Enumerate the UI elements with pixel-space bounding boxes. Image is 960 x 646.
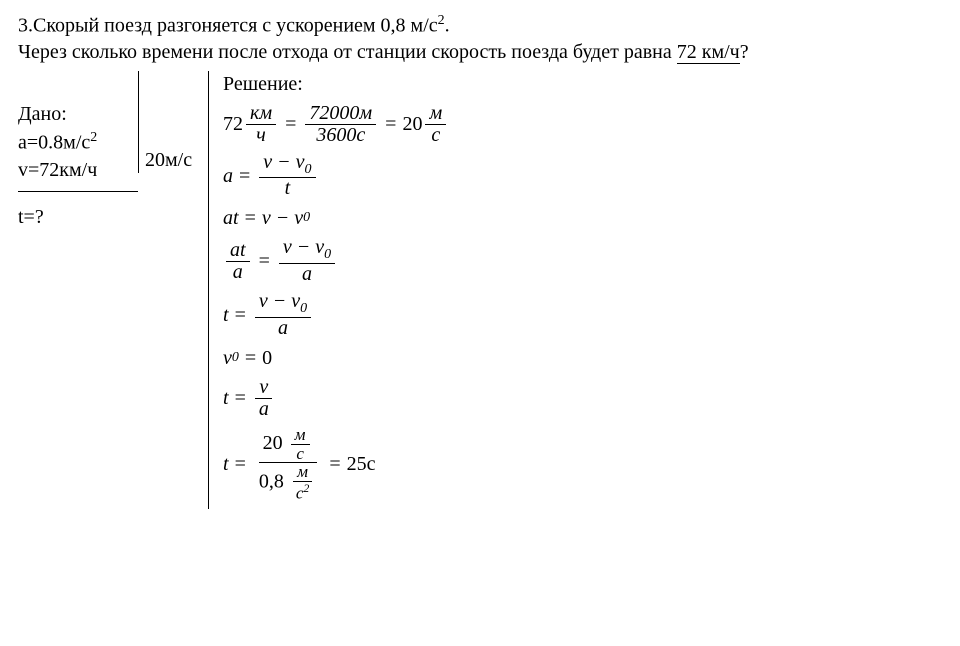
l2-eq: = bbox=[239, 163, 250, 189]
sup-2: 2 bbox=[438, 13, 445, 28]
l4-eq: = bbox=[259, 248, 270, 274]
l1-72: 72 bbox=[223, 111, 243, 137]
l6-v: v bbox=[223, 345, 232, 371]
l5-sub: 0 bbox=[300, 301, 307, 316]
speed-underlined: 72 км/ч bbox=[677, 41, 740, 64]
l3-at: at bbox=[223, 205, 239, 231]
l1-eq2: = bbox=[385, 111, 396, 137]
given-a-sup: 2 bbox=[90, 130, 97, 145]
l8-20: 20 bbox=[263, 432, 283, 454]
l8-eq: = bbox=[235, 451, 246, 477]
l2-sub: 0 bbox=[305, 162, 312, 177]
l8-eq2: = bbox=[329, 451, 340, 477]
problem-number: 3. bbox=[18, 15, 33, 37]
eq-6: v0 = 0 bbox=[223, 345, 449, 371]
l6-eq: = bbox=[245, 345, 256, 371]
given-label: Дано: bbox=[18, 101, 138, 127]
problem-line2: Через сколько времени после отхода от ст… bbox=[18, 41, 677, 63]
l2-num: v − v bbox=[263, 151, 304, 173]
l1-20: 20 bbox=[402, 111, 422, 137]
l7-eq: = bbox=[235, 385, 246, 411]
given-a-text: а=0.8м/с bbox=[18, 131, 90, 153]
l8-dsup: 2 bbox=[303, 481, 309, 495]
solution-label: Решение: bbox=[223, 71, 449, 97]
eq-8: t = 20 мс 0,8 мс2 = 25с bbox=[223, 426, 449, 503]
given-v: v=72км/ч bbox=[18, 157, 138, 183]
l6-0: 0 bbox=[262, 345, 272, 371]
given-find: t=? bbox=[18, 204, 138, 230]
l1-km: км bbox=[246, 103, 276, 125]
l4-ln: at bbox=[226, 240, 250, 262]
period: . bbox=[445, 15, 450, 37]
l8-ns: с bbox=[292, 445, 308, 463]
l8-ans: 25с bbox=[347, 451, 376, 477]
l8-dm: м bbox=[293, 463, 312, 482]
qmark: ? bbox=[740, 41, 749, 63]
given-a: а=0.8м/с2 bbox=[18, 129, 138, 156]
l8-08: 0,8 bbox=[259, 471, 284, 493]
eq-3: at = v − v0 bbox=[223, 205, 449, 231]
main-layout: Дано: а=0.8м/с2 v=72км/ч t=? 20м/с Решен… bbox=[18, 71, 942, 509]
eq-5: t = v − v0 a bbox=[223, 291, 449, 339]
si-column: 20м/с bbox=[138, 71, 208, 173]
l3-rhs: v − v bbox=[262, 205, 303, 231]
l5-den: a bbox=[274, 318, 292, 339]
given-column: Дано: а=0.8м/с2 v=72км/ч t=? bbox=[18, 71, 138, 231]
l6-sub: 0 bbox=[232, 349, 239, 367]
problem-statement: 3.Скорый поезд разгоняется с ускорением … bbox=[18, 12, 942, 65]
l4-rn: v − v bbox=[283, 236, 324, 258]
l1-m: м bbox=[425, 103, 446, 125]
solution-column: Решение: 72 кмч = 72000м3600с = 20 мс a … bbox=[208, 71, 449, 509]
l2-a: a bbox=[223, 163, 233, 189]
si-value: 20м/с bbox=[145, 147, 208, 173]
l1-eq1: = bbox=[285, 111, 296, 137]
l7-den: a bbox=[255, 399, 273, 420]
l4-ld: a bbox=[229, 262, 247, 283]
l8-nm: м bbox=[291, 426, 310, 445]
l1-h: ч bbox=[252, 125, 270, 146]
l4-rd: a bbox=[298, 264, 316, 285]
l5-t: t bbox=[223, 302, 229, 328]
l3-sub: 0 bbox=[303, 209, 310, 227]
l4-sub: 0 bbox=[324, 247, 331, 262]
l2-den: t bbox=[281, 178, 295, 199]
l1-3600: 3600с bbox=[312, 125, 369, 146]
eq-1: 72 кмч = 72000м3600с = 20 мс bbox=[223, 103, 449, 146]
l1-s: с bbox=[427, 125, 444, 146]
l5-num: v − v bbox=[259, 290, 300, 312]
l8-t: t bbox=[223, 451, 229, 477]
l7-num: v bbox=[255, 377, 272, 399]
problem-line1: Скорый поезд разгоняется с ускорением 0,… bbox=[33, 15, 438, 37]
eq-4: ata = v − v0 a bbox=[223, 237, 449, 285]
eq-7: t = va bbox=[223, 377, 449, 420]
l1-72000: 72000м bbox=[305, 103, 376, 125]
l3-eq: = bbox=[245, 205, 256, 231]
l5-eq: = bbox=[235, 302, 246, 328]
eq-2: a = v − v0 t bbox=[223, 152, 449, 200]
l7-t: t bbox=[223, 385, 229, 411]
